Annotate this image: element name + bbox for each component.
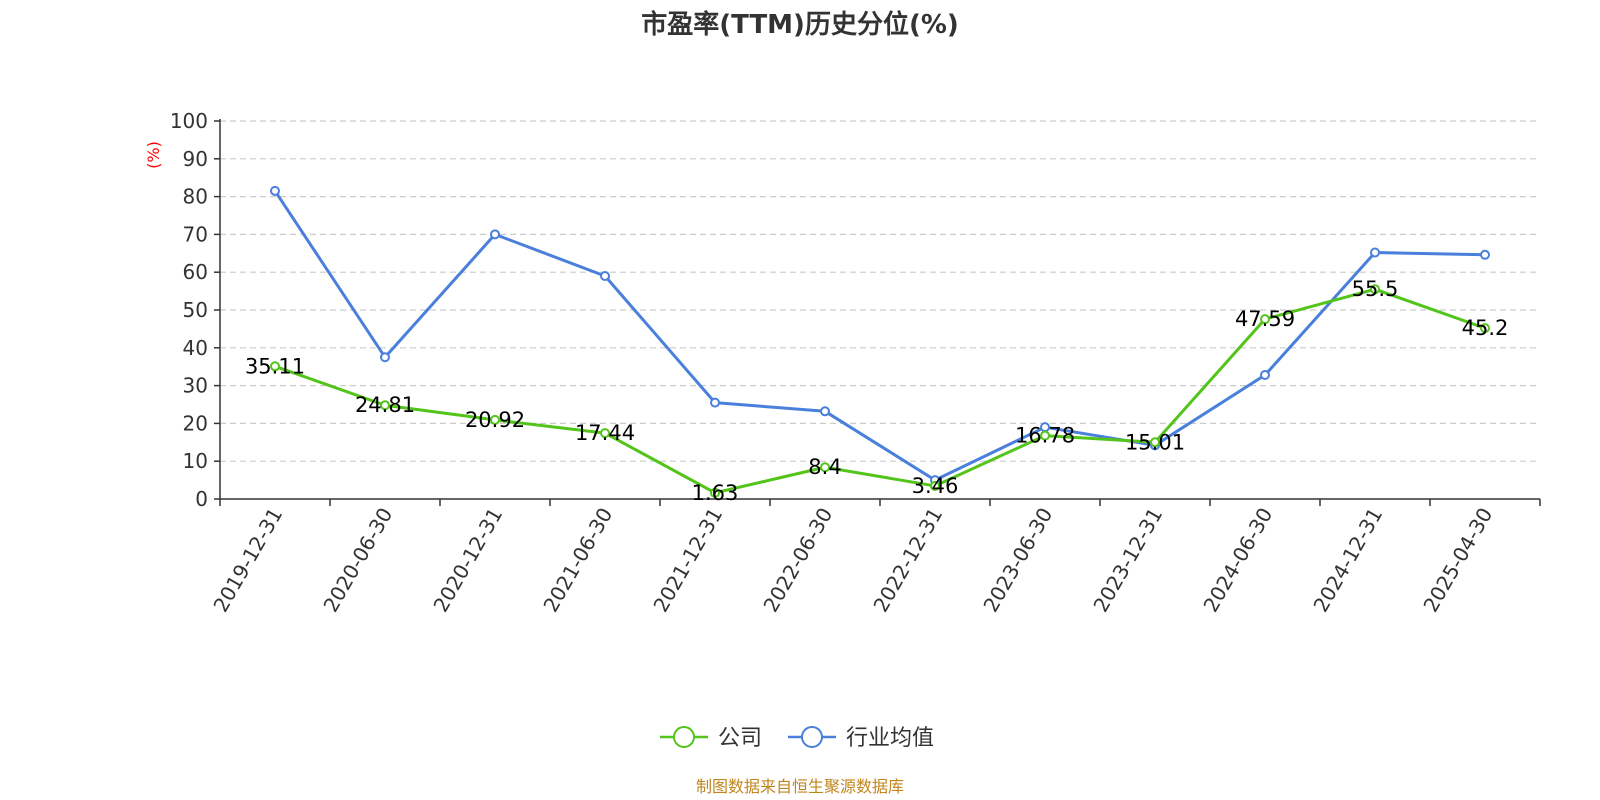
gridlines <box>220 120 1540 462</box>
data-point[interactable] <box>1370 247 1380 258</box>
x-tick-label: 2019-12-31 <box>208 504 287 617</box>
series-line-1 <box>273 190 1486 482</box>
data-point[interactable] <box>490 414 500 425</box>
data-label: 8.4 <box>808 455 841 479</box>
data-point[interactable] <box>1370 284 1380 295</box>
data-point[interactable] <box>710 397 720 408</box>
source-note: 制图数据来自恒生聚源数据库 <box>696 777 904 796</box>
x-tick-label: 2021-12-31 <box>648 504 727 617</box>
y-axis-label: (%) <box>144 141 163 169</box>
data-point[interactable] <box>380 352 390 363</box>
x-tick-label: 2021-06-30 <box>538 504 617 617</box>
data-point[interactable] <box>490 229 500 240</box>
data-point[interactable] <box>820 406 830 417</box>
x-tick-label: 2023-06-30 <box>978 504 1057 617</box>
data-label: 3.46 <box>912 474 959 498</box>
data-labels: 35.11 24.81 20.92 17.44 1.63 8.4 3.46 16.78 15.0… <box>245 277 1508 505</box>
y-tick-label: 0 <box>195 487 208 511</box>
data-label: 20.92 <box>465 408 525 432</box>
legend-marker-0[interactable] <box>673 726 695 748</box>
y-tick-label: 90 <box>183 147 208 171</box>
data-label: 47.59 <box>1235 307 1295 331</box>
data-label: 15.01 <box>1125 430 1185 454</box>
x-tick-label: 2025-04-30 <box>1418 504 1497 617</box>
legend-label-1[interactable]: 行业均值 <box>846 726 934 751</box>
axes: 0 10 20 30 40 50 60 70 80 90 100 2019-12-31 2020-06-… <box>170 109 1541 617</box>
data-point[interactable] <box>1260 314 1270 325</box>
series-line-0 <box>274 287 1486 495</box>
x-tick-label: 2023-12-31 <box>1088 504 1167 617</box>
data-point[interactable] <box>1040 430 1050 441</box>
x-tick-label: 2024-12-31 <box>1308 504 1387 617</box>
data-point[interactable] <box>1480 323 1490 334</box>
data-label: 45.2 <box>1462 316 1509 340</box>
data-label: 55.5 <box>1352 277 1399 301</box>
y-tick-label: 80 <box>183 185 208 209</box>
data-point[interactable] <box>1480 249 1490 260</box>
x-tick-label: 2022-06-30 <box>758 504 837 617</box>
series-layer <box>270 185 1490 498</box>
data-label: 16.78 <box>1015 424 1075 448</box>
y-tick-label: 100 <box>170 109 208 133</box>
data-label: 1.63 <box>692 481 739 505</box>
data-point[interactable] <box>270 185 280 196</box>
y-tick-label: 10 <box>183 449 208 473</box>
data-label: 35.11 <box>245 354 305 378</box>
data-point[interactable] <box>270 361 280 372</box>
data-point[interactable] <box>600 428 610 439</box>
chart-title: 市盈率(TTM)历史分位(%) <box>641 9 959 40</box>
y-tick-label: 20 <box>183 411 208 435</box>
legend-label-0[interactable]: 公司 <box>718 726 762 751</box>
y-tick-label: 50 <box>183 298 208 322</box>
data-point[interactable] <box>820 462 830 473</box>
x-tick-label: 2020-06-30 <box>318 504 397 617</box>
x-tick-label: 2024-06-30 <box>1198 504 1277 617</box>
legend-marker-1[interactable] <box>801 726 823 748</box>
data-label: 17.44 <box>575 421 635 445</box>
data-point[interactable] <box>600 270 610 281</box>
y-tick-label: 60 <box>183 260 208 284</box>
data-point[interactable] <box>1260 370 1270 381</box>
y-tick-label: 30 <box>183 374 208 398</box>
data-point[interactable] <box>380 400 390 411</box>
data-point[interactable] <box>710 487 720 498</box>
y-tick-label: 40 <box>183 336 208 360</box>
data-point[interactable] <box>1150 437 1160 448</box>
data-label: 24.81 <box>355 393 415 417</box>
x-tick-label: 2020-12-31 <box>428 504 507 617</box>
x-tick-label: 2022-12-31 <box>868 504 947 617</box>
legend: 公司 行业均值 <box>660 726 934 751</box>
data-point[interactable] <box>930 480 940 491</box>
y-tick-label: 70 <box>183 222 208 246</box>
